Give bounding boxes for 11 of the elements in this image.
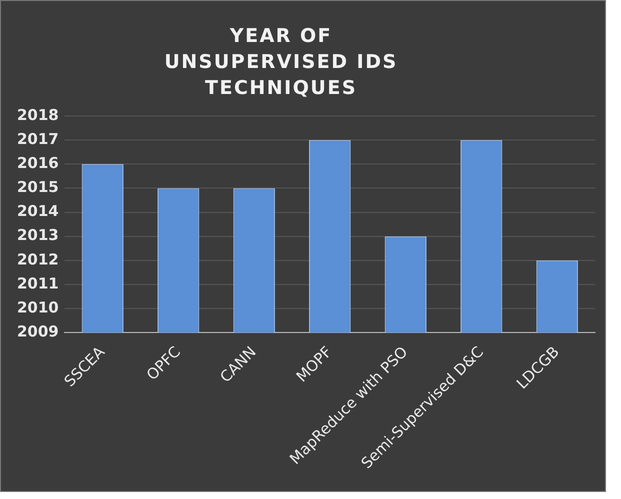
y-tick-label: 2009 [17, 322, 59, 340]
y-tick-label: 2018 [17, 106, 59, 124]
y-tick-label: 2014 [17, 202, 59, 220]
y-tick-label: 2012 [17, 250, 59, 268]
chart-title: YEAR OF UNSUPERVISED IDS TECHNIQUES [163, 24, 399, 101]
y-tick-label: 2010 [17, 298, 59, 316]
y-tick-label: 2013 [17, 226, 59, 244]
y-tick-label: 2015 [17, 178, 59, 196]
y-tick-label: 2016 [17, 154, 59, 172]
y-tick-label: 2011 [17, 274, 59, 292]
y-tick-label: 2017 [17, 130, 59, 148]
